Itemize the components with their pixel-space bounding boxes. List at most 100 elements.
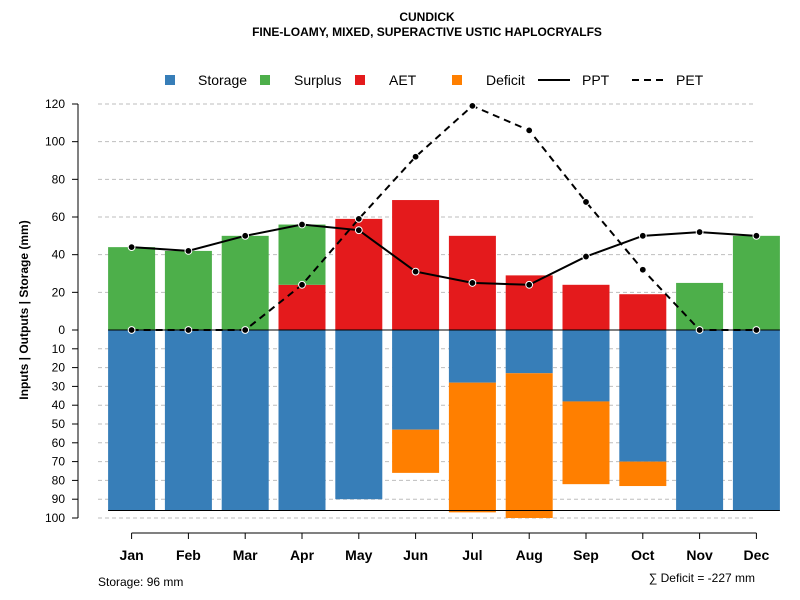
y-tick-label: 0: [58, 323, 65, 337]
x-tick-label-apr: Apr: [290, 547, 315, 563]
legend-label-surplus: Surplus: [294, 72, 341, 88]
pet-point-oct: [638, 265, 647, 274]
x-tick-label-jan: Jan: [120, 547, 144, 563]
storage-bar-nov: [676, 330, 724, 511]
ppt-point-may: [354, 226, 363, 235]
pet-point-may: [354, 214, 363, 223]
legend-swatch-surplus: [260, 75, 270, 85]
y-tick-label: 100: [45, 511, 65, 525]
y-tick-label: 30: [52, 379, 66, 393]
pet-point-nov: [695, 326, 704, 334]
storage-bar-sep: [562, 330, 610, 402]
deficit-sum-note: ∑ Deficit = -227 mm: [649, 571, 755, 585]
ppt-point-jun: [411, 267, 420, 276]
x-tick-label-aug: Aug: [516, 547, 543, 563]
x-tick-label-nov: Nov: [686, 547, 713, 563]
ppt-point-jan: [127, 243, 136, 252]
y-tick-label: 40: [52, 248, 66, 262]
ppt-line: [131, 223, 757, 286]
x-tick-label-mar: Mar: [233, 547, 258, 563]
storage-bar-mar: [221, 330, 269, 511]
y-tick-label: 80: [52, 473, 66, 487]
storage-note: Storage: 96 mm: [98, 575, 183, 589]
aet-bar-jun: [392, 200, 440, 330]
y-tick-label: 50: [52, 417, 66, 431]
deficit-bar-jun: [392, 429, 440, 473]
ppt-point-mar: [241, 231, 250, 240]
storage-bar-oct: [619, 330, 667, 462]
ppt-point-oct: [638, 231, 647, 240]
legend-swatch-deficit: [452, 75, 462, 85]
legend-label-ppt: PPT: [582, 72, 610, 88]
surplus-bar-dec: [732, 235, 780, 330]
lines: [127, 101, 761, 334]
y-tick-label: 120: [45, 97, 65, 111]
pet-line: [131, 104, 757, 331]
legend-label-aet: AET: [389, 72, 417, 88]
ppt-point-dec: [752, 231, 761, 240]
x-tick-label-may: May: [345, 547, 372, 563]
surplus-bar-jan: [108, 247, 156, 330]
y-axis-label: Inputs | Outputs | Storage (mm): [17, 220, 31, 399]
surplus-bar-mar: [221, 235, 269, 330]
surplus-bar-apr: [278, 224, 326, 285]
y-tick-label: 100: [45, 135, 65, 149]
legend-label-storage: Storage: [198, 72, 247, 88]
legend-label-deficit: Deficit: [486, 72, 525, 88]
chart-title: CUNDICK: [399, 10, 455, 24]
y-tick-label: 20: [52, 285, 66, 299]
y-tick-label: 40: [52, 398, 66, 412]
bars: [108, 200, 780, 518]
y-tick-label: 60: [52, 436, 66, 450]
surplus-bar-nov: [676, 282, 724, 330]
storage-bar-jan: [108, 330, 156, 511]
deficit-bar-jul: [448, 382, 496, 513]
legend-swatch-storage: [165, 75, 175, 85]
aet-bar-sep: [562, 284, 610, 330]
ppt-point-nov: [695, 228, 704, 236]
aet-bar-oct: [619, 294, 667, 330]
ppt-point-aug: [525, 280, 534, 289]
chart-subtitle: FINE-LOAMY, MIXED, SUPERACTIVE USTIC HAP…: [252, 25, 602, 39]
pet-point-aug: [525, 126, 534, 135]
aet-bar-may: [335, 218, 383, 330]
pet-point-jun: [411, 152, 420, 161]
pet-point-mar: [241, 326, 250, 334]
storage-bar-aug: [505, 330, 553, 374]
legend-label-pet: PET: [676, 72, 704, 88]
x-tick-label-dec: Dec: [744, 547, 770, 563]
pet-point-jan: [127, 326, 136, 334]
y-tick-label: 60: [52, 210, 66, 224]
storage-bar-jun: [392, 330, 440, 430]
deficit-bar-sep: [562, 401, 610, 485]
ppt-point-feb: [184, 247, 193, 255]
y-tick-label: 20: [52, 361, 66, 375]
pet-point-dec: [752, 326, 761, 334]
pet-point-jul: [468, 101, 477, 110]
pet-point-apr: [298, 280, 306, 289]
pet-point-sep: [582, 198, 590, 206]
storage-bar-jul: [448, 330, 496, 383]
y-tick-label: 90: [52, 492, 66, 506]
storage-bar-may: [335, 330, 383, 500]
y-tick-label: 80: [52, 172, 66, 186]
ppt-point-apr: [298, 220, 306, 229]
axes: 0 20 40 60 80 100 120 10 20 30 40 50 60 70 80 90 100 Jan F…: [45, 97, 769, 563]
aet-bar-apr: [278, 284, 326, 330]
storage-bar-apr: [278, 330, 326, 511]
x-tick-label-feb: Feb: [176, 547, 201, 563]
deficit-bar-aug: [505, 373, 553, 518]
ppt-point-jul: [468, 279, 477, 287]
y-tick-label: 70: [52, 455, 66, 469]
storage-bar-feb: [164, 330, 212, 511]
y-tick-label: 10: [52, 342, 66, 356]
x-tick-label-jul: Jul: [462, 547, 482, 563]
x-tick-label-sep: Sep: [573, 547, 599, 563]
legend-swatch-aet: [355, 75, 365, 85]
ppt-point-sep: [582, 252, 590, 261]
storage-bar-dec: [732, 330, 780, 511]
deficit-bar-oct: [619, 461, 667, 487]
x-tick-label-oct: Oct: [631, 547, 655, 563]
x-tick-label-jun: Jun: [403, 547, 428, 563]
